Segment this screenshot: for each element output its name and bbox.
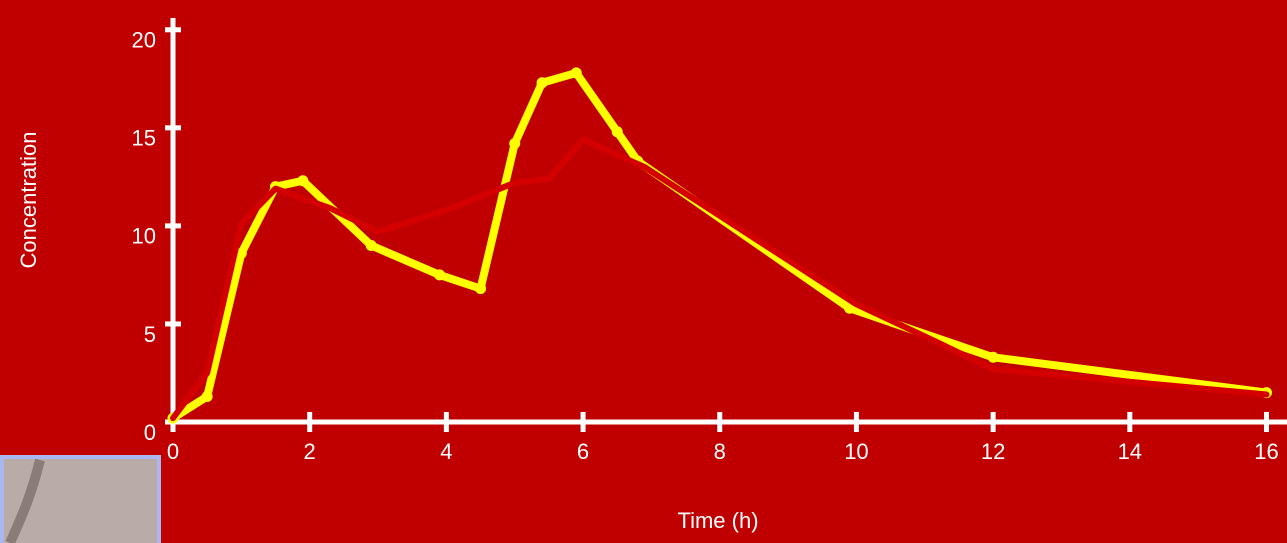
x-tick-label: 4 <box>440 439 452 464</box>
x-tick-label: 6 <box>577 439 589 464</box>
x-tick-label: 12 <box>981 439 1005 464</box>
photo-thumbnail <box>0 455 161 543</box>
data-point <box>611 126 623 138</box>
y-tick-label: 0 <box>144 420 156 445</box>
x-tick-label: 14 <box>1118 439 1142 464</box>
x-tick-label: 10 <box>844 439 868 464</box>
y-tick-label: 15 <box>132 126 156 151</box>
y-tick-label: 10 <box>132 224 156 249</box>
data-point <box>987 351 999 363</box>
y-axis-label: Concentration <box>16 132 41 269</box>
data-point <box>365 239 377 251</box>
x-tick-label: 16 <box>1254 439 1278 464</box>
data-point <box>570 67 582 79</box>
x-tick-label: 0 <box>167 439 179 464</box>
x-tick-label: 8 <box>714 439 726 464</box>
data-point <box>201 391 213 403</box>
data-point <box>844 302 856 314</box>
data-point <box>434 269 446 281</box>
x-tick-label: 2 <box>304 439 316 464</box>
data-point <box>536 77 548 89</box>
data-point <box>297 175 309 187</box>
y-tick-label: 20 <box>132 28 156 53</box>
y-tick-label: 5 <box>144 322 156 347</box>
data-point <box>235 247 247 259</box>
series-line <box>170 136 1270 422</box>
x-axis-label: Time (h) <box>677 508 758 533</box>
data-point <box>509 138 521 150</box>
photo-detail <box>5 458 45 543</box>
data-point <box>475 283 487 295</box>
